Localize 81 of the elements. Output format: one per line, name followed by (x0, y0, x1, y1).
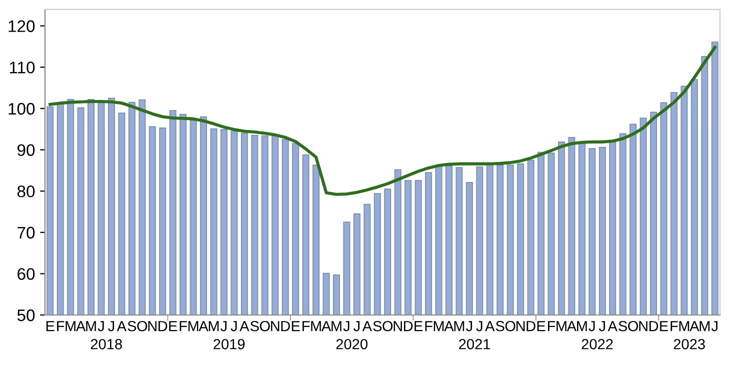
x-tick-label: M (66, 321, 76, 332)
x-tick-label: M (700, 321, 710, 332)
x-tick-label: M (332, 321, 342, 332)
x-tick-label: N (516, 321, 525, 332)
y-tick-label: 60 (18, 268, 35, 280)
x-tick-label: D (526, 321, 536, 332)
x-tick-label: F (180, 321, 187, 332)
x-tick-label: N (148, 321, 156, 332)
x-tick-label: A (76, 321, 86, 332)
x-tick-label: J (108, 321, 114, 332)
line-series (48, 46, 716, 196)
x-tick-label: E (169, 321, 178, 332)
x-tick-label: J (220, 321, 227, 332)
x-tick-label: J (354, 321, 360, 332)
y-tick-label: 70 (18, 226, 35, 239)
x-tick-label: S (128, 320, 136, 332)
y-tick-label: 120 (8, 20, 35, 32)
x-tick-label: F (57, 321, 64, 332)
x-tick-label: F (670, 321, 678, 332)
y-tick-label: 50 (17, 309, 35, 322)
x-tick-label: F (425, 321, 432, 332)
x-tick-label: M (86, 321, 96, 332)
x-tick-label: S (618, 320, 628, 332)
x-tick-label: J (711, 321, 718, 332)
x-tick-label: A (321, 321, 332, 332)
x-tick-label: M (577, 321, 587, 332)
x-tick-label: J (466, 321, 472, 332)
x-tick-label: O (505, 320, 516, 332)
text: 2020 (336, 338, 368, 350)
x-tick-label: E (292, 321, 300, 332)
x-tick-label: M (311, 321, 321, 332)
y-tick-label: 90 (18, 144, 35, 156)
x-tick-label: D (281, 321, 290, 332)
x-tick-label: N (271, 321, 280, 332)
x-tick-label: F (302, 321, 310, 332)
x-tick-label: M (679, 321, 690, 332)
x-tick-label: S (373, 320, 382, 332)
x-tick-label: M (208, 321, 219, 332)
x-tick-label: J (476, 321, 482, 332)
x-tick-label: E (660, 321, 668, 332)
x-tick-label: A (608, 321, 618, 332)
x-tick-label: D (158, 321, 168, 332)
x-tick-label: O (260, 320, 270, 332)
x-tick-label: E (414, 321, 423, 332)
x-tick-label: S (250, 320, 259, 332)
x-tick-label: N (394, 321, 402, 332)
x-tick-label: A (444, 321, 454, 332)
x-tick-label: O (137, 320, 148, 332)
x-tick-label: S (496, 320, 504, 332)
y-tick-label: 110 (10, 62, 35, 74)
x-tick-label: E (537, 321, 546, 332)
x-tick-label: A (690, 321, 700, 332)
x-tick-label: J (588, 321, 595, 332)
y-tick-label: 100 (8, 102, 35, 115)
x-tick-label: A (566, 321, 577, 332)
text: 2021 (459, 338, 490, 350)
x-tick-label: M (556, 321, 566, 332)
text: 2018 (90, 338, 122, 350)
x-tick-label: N (639, 321, 648, 332)
x-tick-label: E (46, 321, 54, 332)
x-tick-label: M (454, 321, 464, 332)
y-tick-label: 80 (17, 186, 35, 198)
x-tick-label: D (404, 321, 413, 332)
x-tick-label: J (98, 321, 104, 332)
x-tick-label: A (240, 321, 250, 332)
x-tick-label: A (362, 321, 372, 332)
x-tick-label: F (548, 321, 556, 332)
x-tick-label: O (628, 320, 638, 332)
x-tick-label: A (485, 321, 495, 332)
x-tick-label: A (116, 321, 127, 332)
text: 2019 (214, 338, 245, 350)
x-tick-label: D (649, 321, 658, 332)
x-tick-label: J (230, 321, 237, 332)
x-tick-label: J (343, 321, 350, 332)
x-tick-label: M (188, 321, 198, 332)
text: 2023 (674, 338, 705, 350)
text: 2022 (582, 338, 613, 350)
x-tick-label: O (382, 320, 393, 332)
x-tick-label: M (434, 321, 444, 332)
x-tick-label: A (198, 321, 208, 332)
x-tick-label: J (598, 321, 605, 332)
